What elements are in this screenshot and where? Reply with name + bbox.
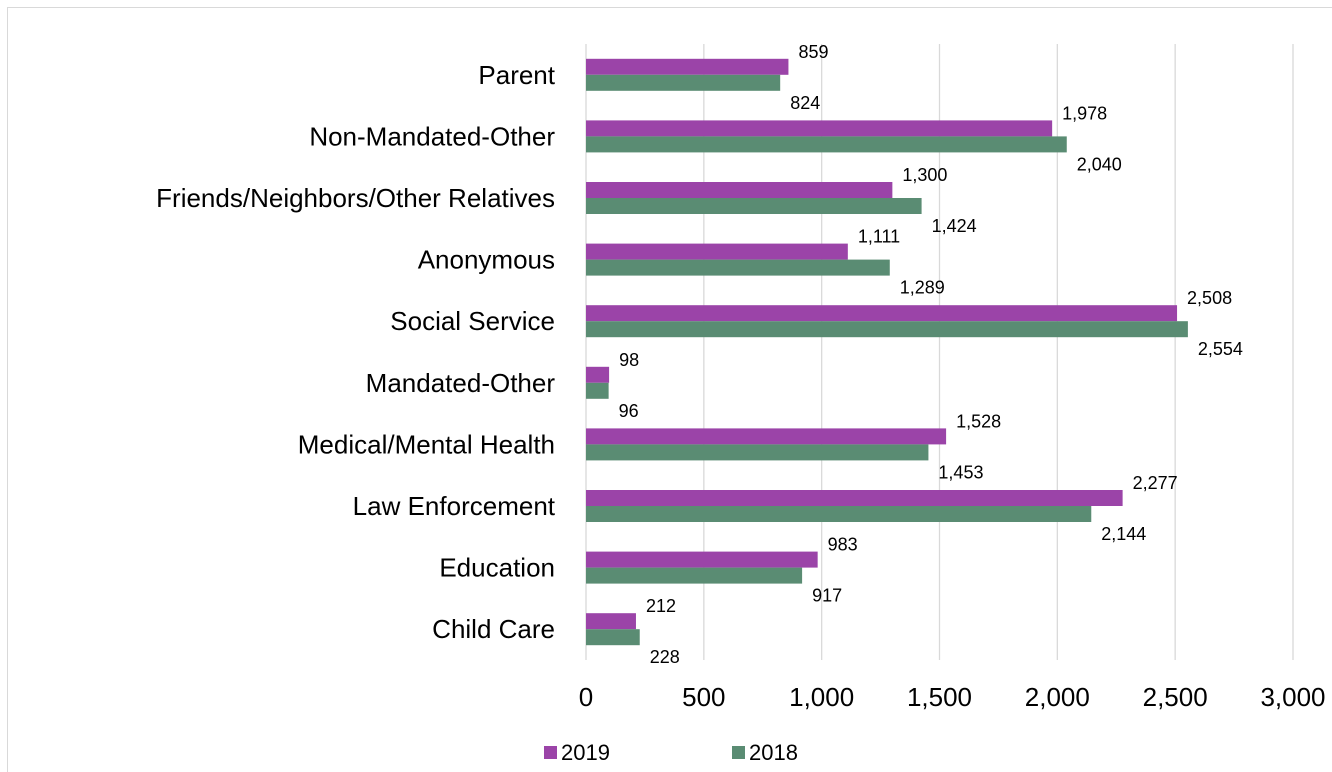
data-label-2019: 1,978	[1062, 103, 1107, 123]
bar-2018	[586, 567, 803, 584]
bar-2018	[586, 321, 1188, 338]
bar-2018	[586, 74, 781, 91]
legend-label-2018: 2018	[749, 740, 798, 765]
bar-2018	[586, 506, 1092, 522]
legend-label-2019: 2019	[561, 740, 610, 765]
x-tick-label: 2,500	[1143, 682, 1208, 712]
data-label-2018: 96	[619, 401, 639, 421]
x-tick-label: 500	[682, 682, 725, 712]
data-label-2019: 983	[828, 535, 858, 555]
bar-2018	[586, 382, 609, 399]
data-label-2018: 1,289	[900, 278, 945, 298]
data-label-2019: 2,277	[1133, 473, 1178, 493]
category-label: Education	[439, 553, 555, 583]
category-label: Social Service	[390, 306, 555, 336]
data-label-2019: 859	[798, 42, 828, 62]
chart-frame	[7, 7, 1332, 772]
x-tick-label: 2,000	[1025, 682, 1090, 712]
bar-2019	[586, 366, 610, 383]
data-label-2019: 1,111	[858, 227, 900, 247]
x-tick-label: 1,000	[789, 682, 854, 712]
data-label-2019: 1,528	[956, 411, 1001, 431]
category-label: Friends/Neighbors/Other Relatives	[156, 183, 555, 213]
data-label-2018: 2,144	[1101, 524, 1146, 544]
category-label: Parent	[478, 60, 555, 90]
data-label-2019: 1,300	[902, 165, 947, 185]
category-label: Medical/Mental Health	[298, 429, 555, 459]
x-tick-label: 1,500	[907, 682, 972, 712]
x-tick-label: 0	[579, 682, 593, 712]
data-label-2018: 1,424	[932, 216, 977, 236]
category-labels: Parent Non-Mandated-Other Friends/Neighbor…	[156, 60, 556, 644]
category-label: Non-Mandated-Other	[309, 121, 555, 151]
data-label-2018: 1,453	[938, 462, 983, 482]
data-label-2019: 212	[646, 596, 676, 616]
bar-2018	[586, 444, 929, 461]
bar-2019	[586, 58, 789, 75]
category-label: Child Care	[432, 614, 555, 644]
bar-2019	[586, 305, 1178, 322]
category-label: Anonymous	[418, 245, 555, 275]
data-labels: 859 824 1,978 2,040 1,300 1,424 1,111 1,289 2,50…	[619, 42, 1243, 667]
bars	[586, 58, 1188, 646]
data-label-2018: 917	[812, 586, 842, 606]
legend: 2019 2018	[544, 740, 798, 765]
bar-2019	[586, 428, 947, 445]
bar-2019	[586, 120, 1053, 137]
bar-2019	[586, 243, 848, 260]
category-label: Law Enforcement	[353, 491, 556, 521]
bar-2018	[586, 259, 890, 276]
bar-2018	[586, 136, 1067, 153]
x-tick-labels: 0 500 1,000 1,500 2,000 2,500 3,000	[579, 682, 1326, 712]
data-label-2018: 228	[650, 647, 680, 667]
x-tick-label: 3,000	[1260, 682, 1325, 712]
legend-swatch-2018	[732, 746, 745, 759]
data-label-2019: 2,508	[1187, 288, 1232, 308]
bar-2019	[586, 551, 818, 568]
bar-2019	[586, 182, 893, 198]
category-label: Mandated-Other	[366, 368, 556, 398]
legend-swatch-2019	[544, 746, 557, 759]
bar-2019	[586, 613, 636, 630]
data-label-2018: 2,554	[1198, 339, 1243, 359]
bar-2018	[586, 198, 922, 214]
data-label-2018: 824	[790, 93, 820, 113]
bar-2018	[586, 629, 640, 646]
data-label-2018: 2,040	[1077, 154, 1122, 174]
data-label-2019: 98	[619, 350, 639, 370]
bar-2019	[586, 490, 1123, 506]
